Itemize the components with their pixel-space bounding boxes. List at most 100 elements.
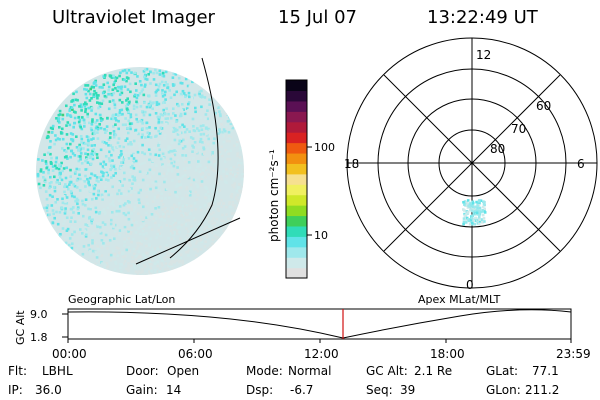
image-pixel [119, 263, 122, 266]
image-pixel [176, 173, 180, 176]
image-pixel [128, 201, 131, 204]
image-pixel [124, 139, 127, 142]
image-pixel [169, 232, 173, 236]
image-pixel [198, 170, 202, 174]
image-pixel [85, 157, 89, 161]
image-pixel [158, 82, 162, 86]
image-pixel [222, 229, 226, 233]
image-pixel [61, 147, 64, 150]
image-pixel [161, 163, 164, 166]
image-pixel [110, 150, 114, 154]
aurora-pixel [462, 217, 466, 220]
image-pixel [123, 143, 126, 146]
image-pixel [187, 101, 191, 104]
image-pixel [221, 226, 225, 229]
image-pixel [202, 147, 206, 151]
image-pixel [133, 153, 136, 157]
image-pixel [122, 203, 126, 207]
image-pixel [102, 208, 106, 211]
image-pixel [107, 89, 110, 92]
image-pixel [117, 181, 121, 184]
image-pixel [113, 223, 117, 227]
image-pixel [90, 106, 94, 110]
image-pixel [92, 148, 96, 151]
image-pixel [118, 74, 121, 78]
image-pixel [128, 170, 132, 174]
image-pixel [129, 113, 133, 116]
image-pixel [236, 140, 239, 144]
image-pixel [100, 254, 104, 257]
image-pixel [176, 135, 180, 138]
image-pixel [230, 193, 234, 196]
image-pixel [118, 145, 122, 148]
image-pixel [154, 182, 157, 186]
color-bar-band [286, 121, 307, 133]
aurora-pixel [464, 221, 468, 224]
aurora-pixel [465, 218, 468, 221]
image-pixel [146, 175, 150, 178]
image-pixel [228, 115, 231, 119]
image-pixel [74, 170, 77, 174]
aurora-pixel [467, 219, 471, 223]
image-pixel [39, 186, 42, 190]
image-pixel [88, 155, 92, 158]
image-pixel [130, 154, 134, 158]
image-pixel [142, 258, 146, 261]
image-pixel [132, 139, 136, 143]
image-pixel [46, 204, 50, 207]
image-pixel [238, 157, 242, 161]
image-pixel [128, 82, 132, 86]
aurora-pixel [478, 206, 482, 210]
image-pixel [140, 118, 144, 122]
image-pixel [161, 89, 164, 92]
image-pixel [134, 201, 138, 205]
image-pixel [123, 228, 127, 231]
image-pixel [185, 186, 189, 189]
image-pixel [227, 152, 230, 156]
image-pixel [90, 128, 93, 132]
image-pixel [118, 251, 121, 255]
image-pixel [117, 87, 120, 91]
image-pixel [87, 180, 90, 184]
image-pixel [143, 265, 147, 268]
image-pixel [237, 163, 241, 167]
image-pixel [168, 89, 171, 92]
image-pixel [48, 182, 52, 185]
image-pixel [227, 134, 231, 138]
image-pixel [199, 133, 203, 136]
image-pixel [162, 165, 165, 168]
image-pixel [71, 152, 75, 155]
image-pixel [148, 168, 152, 172]
image-pixel [163, 124, 166, 127]
image-pixel [236, 154, 239, 158]
image-pixel [44, 190, 48, 193]
image-pixel [120, 152, 123, 156]
image-pixel [79, 125, 82, 129]
image-pixel [141, 110, 144, 113]
image-pixel [235, 196, 238, 199]
color-bar-frame [285, 79, 308, 279]
image-pixel [98, 221, 102, 225]
image-pixel [122, 200, 125, 204]
image-pixel [141, 133, 144, 136]
image-pixel [229, 166, 233, 170]
image-pixel [94, 84, 98, 87]
image-pixel [73, 230, 76, 234]
image-pixel [145, 67, 149, 71]
image-pixel [78, 118, 82, 122]
image-pixel [94, 210, 98, 214]
image-pixel [145, 195, 149, 198]
image-pixel [156, 195, 159, 199]
image-pixel [47, 171, 50, 175]
image-pixel [54, 201, 57, 204]
aurora-pixel [477, 222, 481, 226]
image-pixel [191, 150, 194, 153]
image-pixel [220, 205, 223, 209]
image-pixel [188, 212, 192, 216]
image-pixel [111, 185, 114, 189]
image-pixel [157, 224, 161, 227]
image-pixel [138, 128, 141, 131]
image-pixel [127, 69, 131, 72]
image-pixel [158, 132, 162, 135]
image-pixel [167, 163, 170, 167]
